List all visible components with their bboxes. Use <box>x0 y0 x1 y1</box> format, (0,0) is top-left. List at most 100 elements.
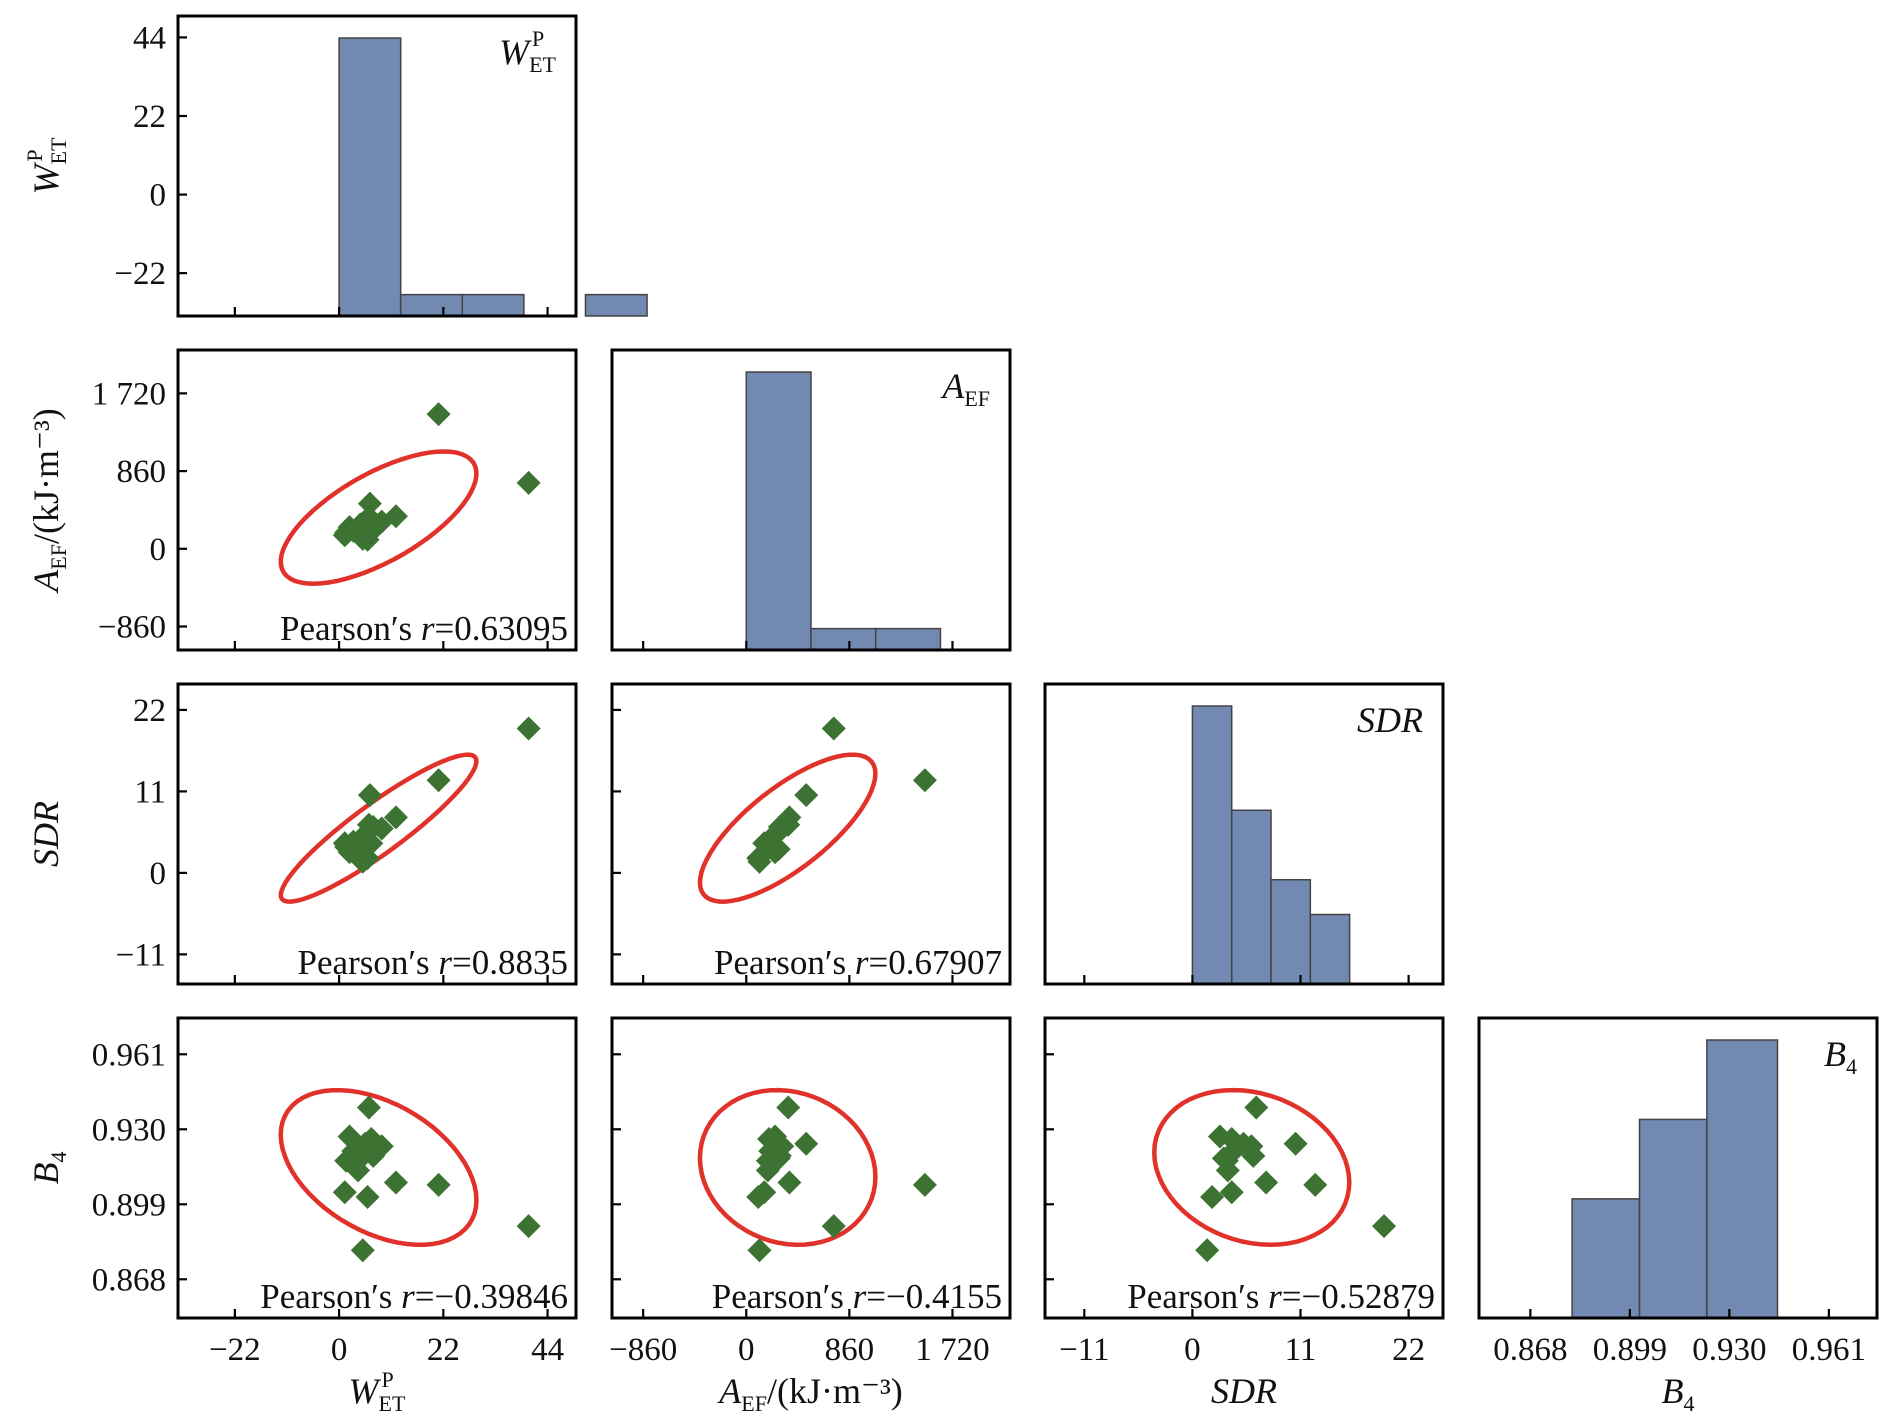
axis-labels: WETP​ WETP​ AEF​/(kJ·m⁻³) AEF​/(kJ·m⁻³) SDR S… <box>22 137 1695 1416</box>
y-tick-label: 0 <box>150 178 167 214</box>
scatter-panel-s-a: Pearson′s r=0.67907 <box>610 682 1012 986</box>
pearson-annotation: Pearson′s r=0.8835 <box>298 943 568 982</box>
histogram-title: SDR <box>1357 700 1423 740</box>
histogram-bar <box>1230 809 1272 985</box>
panel-frame <box>1043 1016 1445 1320</box>
histogram-bar <box>810 627 877 651</box>
x-axis-label: WETP​ <box>349 1367 406 1416</box>
data-point <box>776 1095 801 1120</box>
confidence-ellipse <box>697 752 878 904</box>
data-point <box>794 1131 819 1156</box>
histogram-sdr: SDR <box>1043 682 1445 986</box>
scatter-panel-s-w: Pearson′s r=0.8835 −11 0 11 22 <box>116 682 578 986</box>
y-axis-label: WETP​ <box>22 137 71 194</box>
scatter-panel-b-a: Pearson′s r=−0.4155 −860 0 860 1 720 <box>609 1016 1012 1368</box>
histogram-a-ef: AEF <box>610 348 1012 652</box>
x-axis-label: AEF​/(kJ·m⁻³) <box>717 1371 902 1416</box>
histogram-title: AEF <box>940 366 990 411</box>
data-point <box>332 1180 357 1205</box>
data-point <box>426 768 451 793</box>
panel-frame <box>176 1016 578 1320</box>
x-tick-label: −860 <box>609 1332 677 1368</box>
y-tick-label: 44 <box>133 20 166 56</box>
x-tick-label: 1 720 <box>915 1332 989 1368</box>
y-tick-label: 860 <box>117 454 167 490</box>
data-point <box>821 716 846 741</box>
data-point <box>426 1172 451 1197</box>
panel-frame <box>176 682 578 986</box>
data-point <box>369 816 394 841</box>
data-point <box>912 1172 937 1197</box>
confidence-ellipse <box>1152 1087 1352 1248</box>
x-tick-label: −22 <box>209 1332 261 1368</box>
data-point <box>755 834 780 859</box>
histogram-bar <box>874 627 942 651</box>
data-point <box>355 1185 380 1210</box>
data-point <box>346 834 371 859</box>
data-point <box>912 768 937 793</box>
histogram-bar <box>399 293 464 317</box>
data-point <box>369 1134 394 1159</box>
histogram-bar <box>1191 705 1233 985</box>
data-point <box>383 805 408 830</box>
x-axis-label: SDR <box>1211 1371 1277 1411</box>
data-point <box>1303 1172 1328 1197</box>
panel-frame <box>176 14 578 318</box>
data-point <box>346 1158 371 1183</box>
data-point <box>1215 1158 1240 1183</box>
pearson-annotation: Pearson′s r=0.67907 <box>714 943 1002 982</box>
x-tick-label: 0 <box>331 1332 348 1368</box>
data-point <box>1372 1214 1397 1239</box>
data-point <box>356 1095 381 1120</box>
pearson-annotation: Pearson′s r=0.63095 <box>280 609 568 648</box>
x-tick-label: 11 <box>1285 1332 1317 1368</box>
pearson-annotation: Pearson′s r=−0.4155 <box>712 1277 1002 1316</box>
histogram-bar <box>1270 879 1312 985</box>
x-tick-label: −11 <box>1059 1332 1109 1368</box>
histogram-bar <box>1309 913 1351 985</box>
y-tick-label: 0.961 <box>92 1037 166 1073</box>
data-point <box>1244 1095 1269 1120</box>
y-tick-label: 0.868 <box>92 1262 166 1298</box>
histogram-bar <box>1706 1039 1779 1319</box>
data-point <box>821 1214 846 1239</box>
data-point <box>1195 1238 1220 1263</box>
panel-frame <box>610 348 1012 652</box>
data-point <box>1219 1180 1244 1205</box>
data-point <box>516 1214 541 1239</box>
histogram-bar <box>745 371 812 651</box>
x-tick-label: 0.930 <box>1692 1332 1766 1368</box>
data-point <box>777 805 802 830</box>
y-tick-label: 0 <box>150 532 167 568</box>
data-point <box>426 402 451 427</box>
data-point <box>357 783 382 808</box>
y-tick-label: 22 <box>133 693 166 729</box>
confidence-ellipse <box>697 1087 878 1248</box>
histogram-title: WETP <box>499 26 556 77</box>
confidence-ellipse <box>278 449 479 586</box>
histogram-bar <box>1571 1198 1641 1319</box>
data-point <box>777 1170 802 1195</box>
data-point <box>1200 1185 1225 1210</box>
pearson-annotation: Pearson′s r=−0.52879 <box>1127 1277 1435 1316</box>
data-point <box>383 1170 408 1195</box>
histogram-b-4: B4 0.868 0.899 0.930 0.961 <box>1477 1016 1879 1368</box>
panel-frame <box>610 1016 1012 1320</box>
confidence-ellipse <box>278 752 479 904</box>
histogram-bar <box>461 293 525 317</box>
scatter-panel-a-w: Pearson′s r=0.63095 −860 0 860 1 720 <box>92 348 578 652</box>
panel-frame <box>610 682 1012 986</box>
data-point <box>755 1158 780 1183</box>
x-tick-label: 22 <box>427 1332 460 1368</box>
x-tick-label: 0.868 <box>1493 1332 1567 1368</box>
x-tick-label: 22 <box>1392 1332 1425 1368</box>
confidence-ellipse <box>278 1087 479 1247</box>
histogram-bar <box>1638 1118 1708 1319</box>
data-point <box>516 716 541 741</box>
panel-frame <box>176 348 578 652</box>
data-point <box>1254 1170 1279 1195</box>
y-axis-label: B4​ <box>26 1152 71 1185</box>
x-tick-label: 0.899 <box>1593 1332 1667 1368</box>
y-tick-label: 1 720 <box>92 376 166 412</box>
